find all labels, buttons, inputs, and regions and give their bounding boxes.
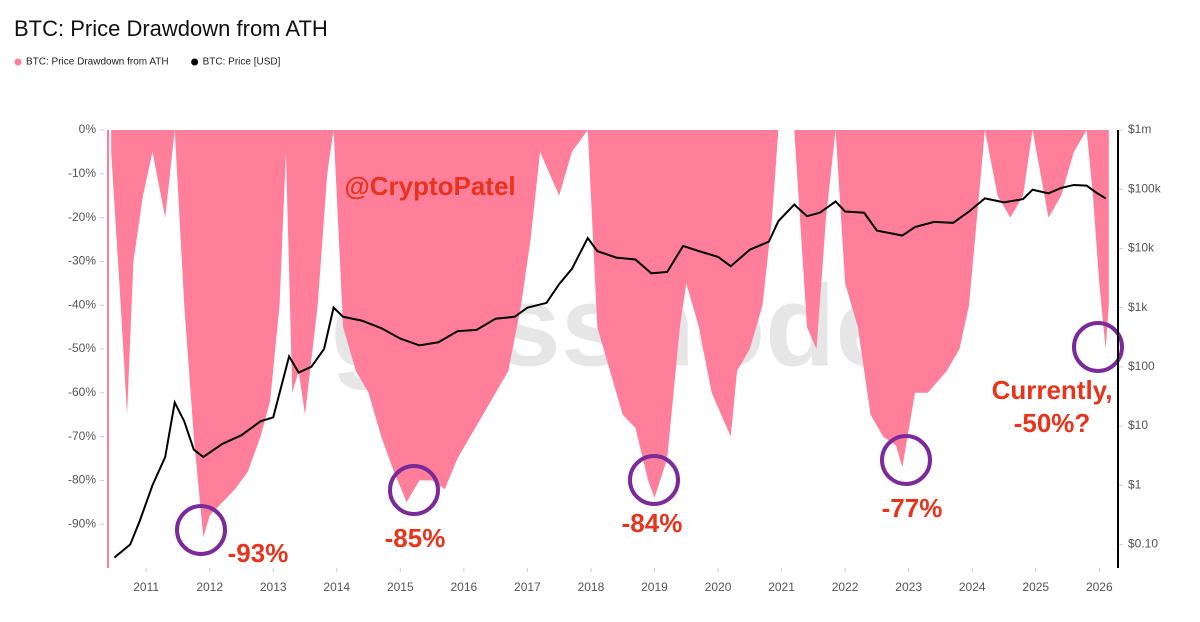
y2-tick-label: $1k	[1128, 300, 1148, 314]
x-tick-label: 2012	[196, 580, 223, 594]
chart-title: BTC: Price Drawdown from ATH	[14, 16, 328, 41]
x-tick-label: 2020	[705, 580, 732, 594]
y-tick-label: -80%	[68, 473, 96, 487]
x-tick-label: 2016	[450, 580, 477, 594]
annotation: Currently,	[992, 375, 1113, 405]
y-tick-label: -10%	[68, 166, 96, 180]
y2-tick-label: $100	[1128, 359, 1155, 373]
y2-tick-label: $10k	[1128, 241, 1155, 255]
x-tick-label: 2011	[133, 580, 159, 594]
y-tick-label: -40%	[68, 297, 96, 311]
x-tick-label: 2018	[578, 580, 605, 594]
highlight-circle	[388, 464, 440, 516]
x-tick-label: 2017	[514, 580, 541, 594]
y-tick-label: -50%	[68, 341, 96, 355]
annotation: -85%	[385, 523, 446, 553]
annotation: -93%	[228, 538, 289, 568]
x-tick-label: 2022	[832, 580, 859, 594]
highlight-circle	[1072, 321, 1124, 373]
legend-label: BTC: Price [USD]	[203, 57, 281, 68]
y2-tick-label: $10	[1128, 418, 1148, 432]
y2-tick-label: $0.10	[1128, 537, 1158, 551]
highlight-circle	[175, 504, 227, 556]
x-tick-label: 2013	[260, 580, 287, 594]
x-tick-label: 2021	[768, 580, 795, 594]
highlight-circle	[628, 454, 680, 506]
y2-tick-label: $1m	[1128, 122, 1151, 136]
y-tick-label: -70%	[68, 429, 96, 443]
legend-marker	[14, 58, 22, 66]
annotation: @CryptoPatel	[344, 171, 515, 201]
price-line	[113, 183, 1107, 559]
drawdown-area	[111, 130, 1109, 538]
x-tick-label: 2024	[959, 580, 986, 594]
annotation: -77%	[882, 493, 943, 523]
y2-tick-label: $100k	[1128, 181, 1162, 195]
y-tick-label: -60%	[68, 385, 96, 399]
highlight-circle	[880, 434, 932, 486]
legend-marker	[191, 58, 199, 66]
y2-tick-label: $1	[1128, 477, 1142, 491]
x-tick-label: 2023	[895, 580, 922, 594]
y-tick-label: -20%	[68, 210, 96, 224]
x-tick-label: 2025	[1022, 580, 1049, 594]
y-tick-label: -90%	[68, 516, 96, 530]
x-tick-label: 2015	[387, 580, 414, 594]
annotation: -50%?	[1014, 408, 1091, 438]
y-tick-label: -30%	[68, 254, 96, 268]
y-tick-label: 0%	[79, 122, 97, 136]
annotation: -84%	[622, 508, 683, 538]
x-tick-label: 2019	[641, 580, 668, 594]
x-tick-label: 2026	[1086, 580, 1113, 594]
x-tick-label: 2014	[323, 580, 350, 594]
legend-label: BTC: Price Drawdown from ATH	[26, 57, 169, 68]
decor	[175, 321, 1124, 556]
